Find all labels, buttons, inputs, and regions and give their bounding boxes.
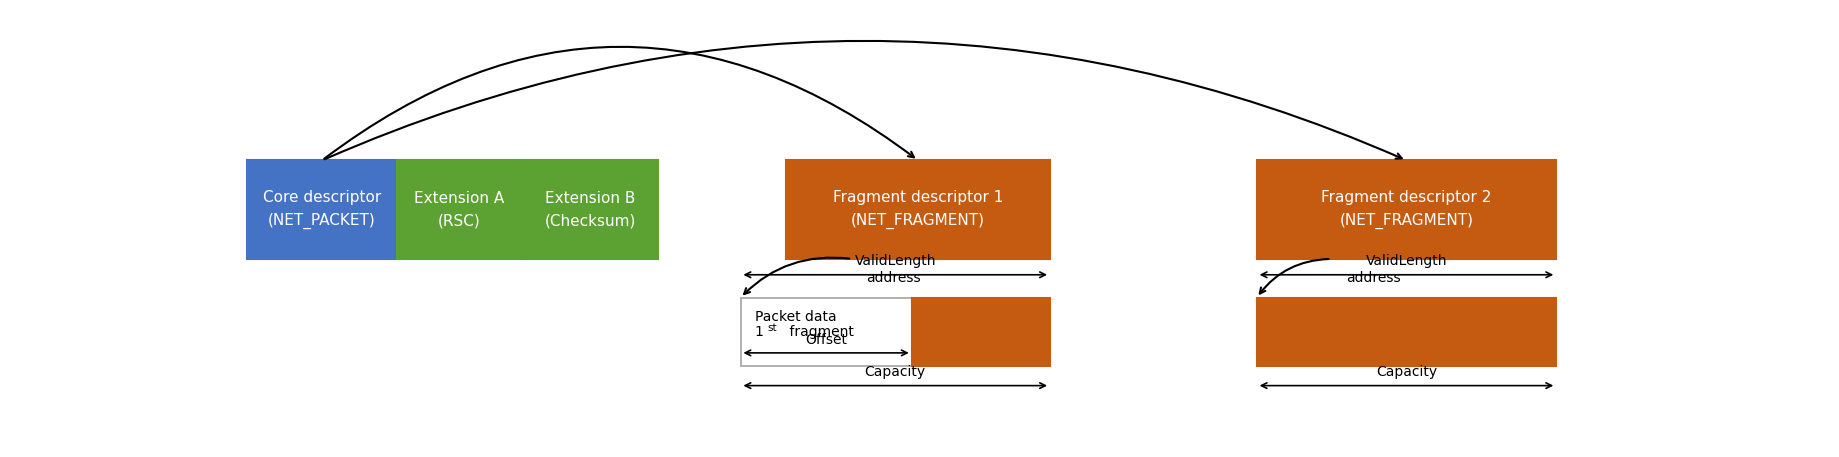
FancyBboxPatch shape <box>1256 160 1556 259</box>
Text: address: address <box>1344 271 1399 285</box>
Text: Core descriptor
(NET_PACKET): Core descriptor (NET_PACKET) <box>263 191 381 229</box>
FancyBboxPatch shape <box>1256 298 1556 366</box>
Text: Capacity: Capacity <box>1376 365 1436 379</box>
Text: ValidLength: ValidLength <box>1365 255 1447 268</box>
Text: address: address <box>866 271 921 285</box>
Text: Extension B
(Checksum): Extension B (Checksum) <box>544 191 636 228</box>
Text: Capacity: Capacity <box>864 365 925 379</box>
Text: Offset: Offset <box>805 333 846 346</box>
FancyBboxPatch shape <box>522 160 658 259</box>
Text: Extension A
(RSC): Extension A (RSC) <box>414 191 504 228</box>
Text: ValidLength: ValidLength <box>853 255 936 268</box>
FancyBboxPatch shape <box>785 160 1050 259</box>
FancyBboxPatch shape <box>739 298 910 366</box>
Text: Fragment descriptor 2
(NET_FRAGMENT): Fragment descriptor 2 (NET_FRAGMENT) <box>1320 191 1491 229</box>
FancyBboxPatch shape <box>246 160 397 259</box>
Text: Packet data: Packet data <box>754 310 837 324</box>
FancyBboxPatch shape <box>910 298 1050 366</box>
Text: 1: 1 <box>754 325 763 339</box>
Text: Fragment descriptor 1
(NET_FRAGMENT): Fragment descriptor 1 (NET_FRAGMENT) <box>833 191 1002 229</box>
Text: st: st <box>767 324 776 334</box>
Text: fragment: fragment <box>783 325 853 339</box>
FancyBboxPatch shape <box>397 160 522 259</box>
